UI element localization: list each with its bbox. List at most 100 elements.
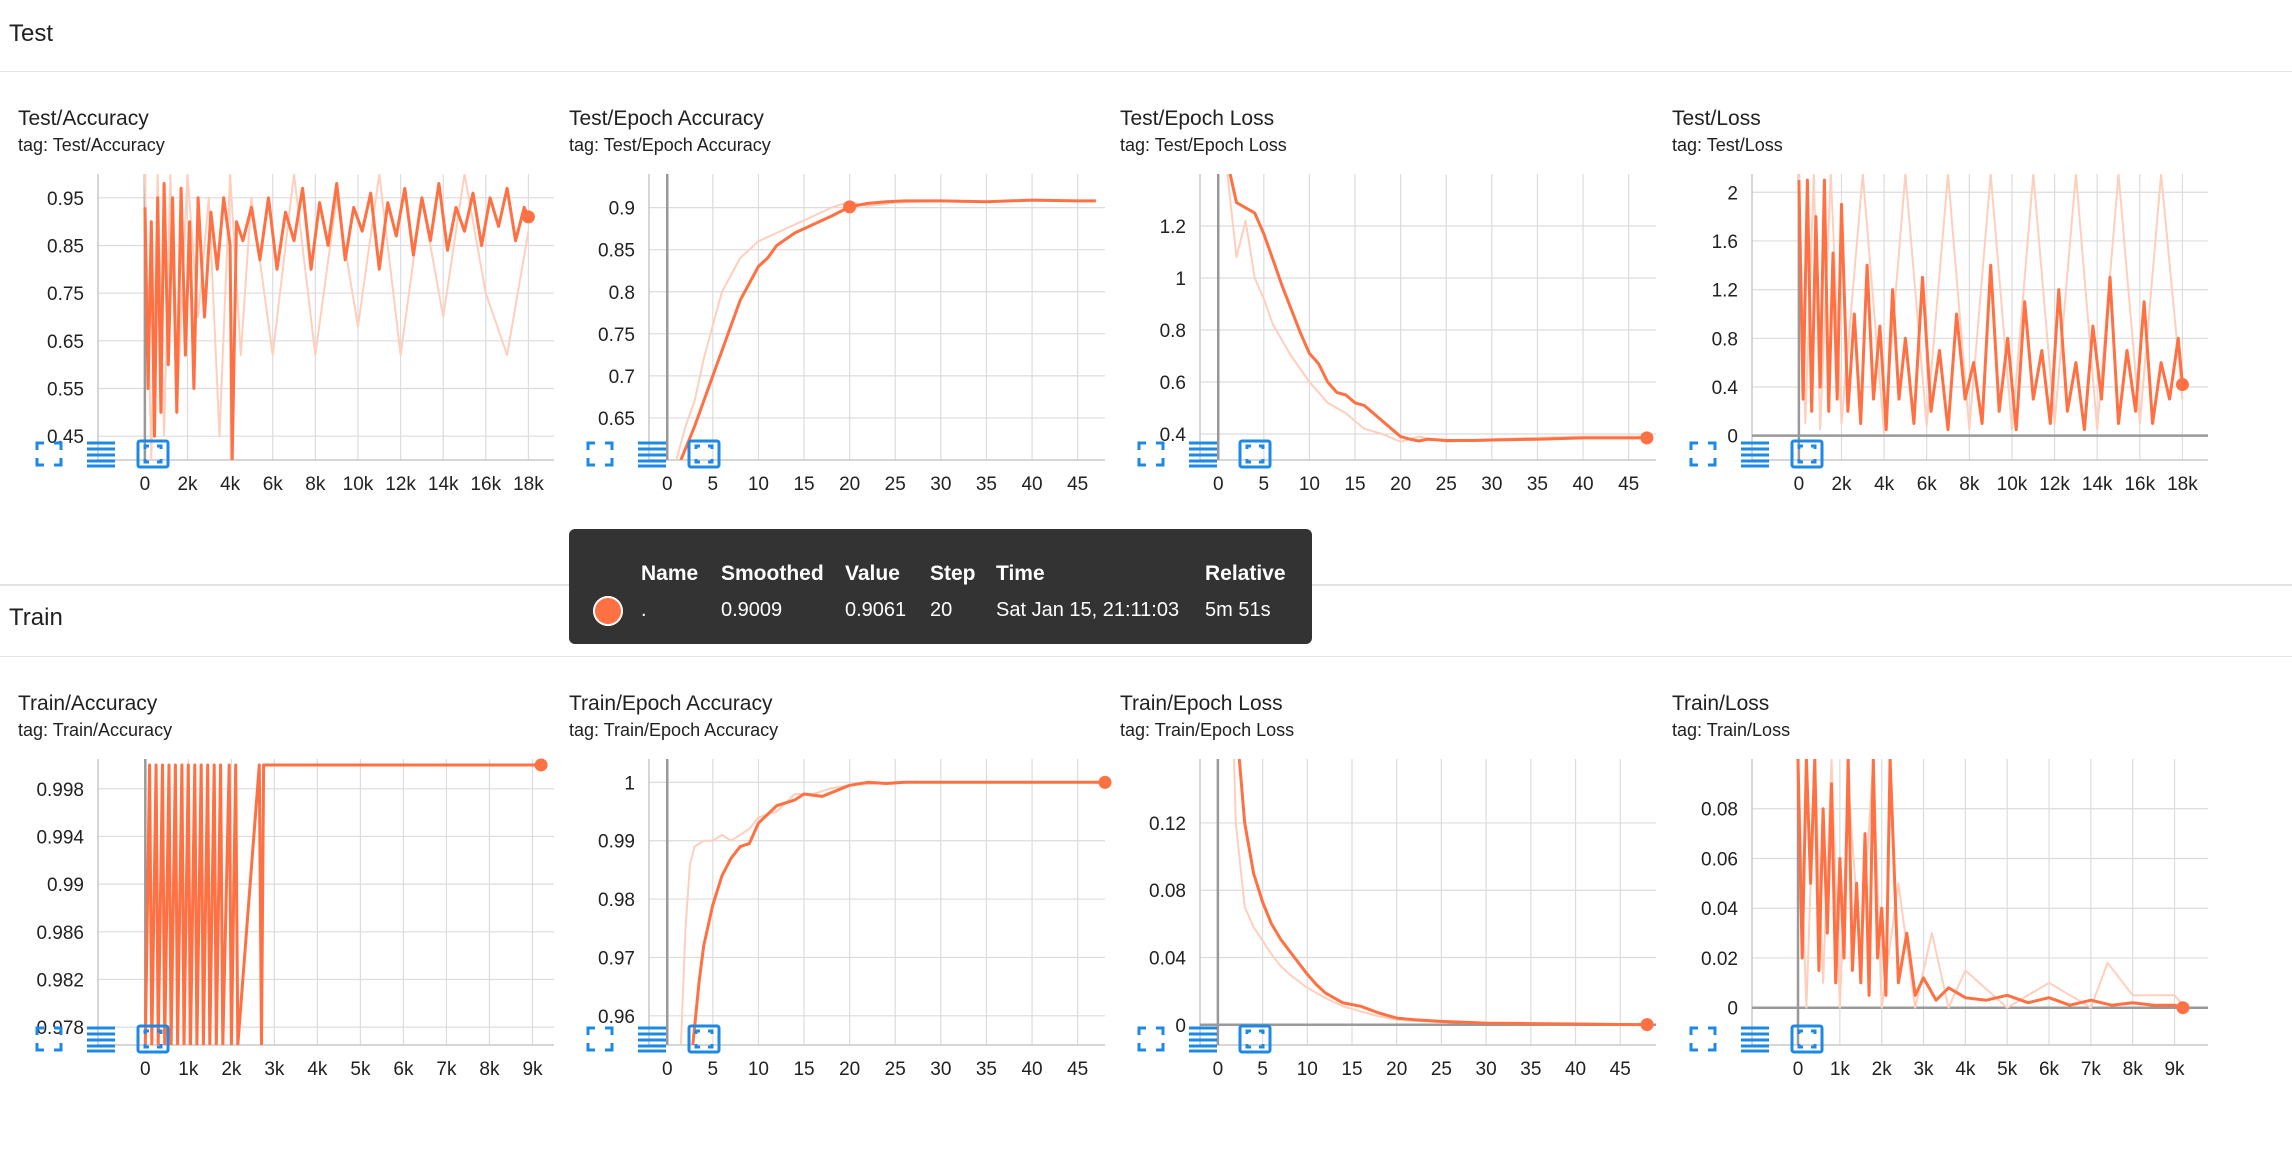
x-tick-label: 45 — [1067, 474, 1088, 495]
chart-tag: tag: Train/Epoch Accuracy — [569, 720, 779, 740]
x-tick-label: 6k — [1917, 474, 1938, 495]
x-tick-label: 5k — [1997, 1059, 2018, 1080]
fullscreen-icon[interactable] — [1686, 438, 1720, 470]
fullscreen-icon[interactable] — [1686, 1023, 1720, 1055]
fit-domain-icon[interactable] — [1790, 438, 1824, 470]
chart-card: Train/Loss tag: Train/Loss 0 1k 2k 3k 4k 5k 6k 7k… — [1672, 692, 2232, 1162]
x-tick-label: 35 — [976, 474, 997, 495]
fit-domain-icon[interactable] — [1790, 1023, 1824, 1055]
series-line-raw — [1797, 174, 2184, 435]
x-tick-label: 30 — [930, 1059, 951, 1080]
chart-tag: tag: Test/Loss — [1672, 135, 1783, 155]
x-tick-label: 4k — [307, 1059, 328, 1080]
chart-title: Train/Epoch Loss — [1120, 692, 1283, 715]
fullscreen-icon[interactable] — [1134, 1023, 1168, 1055]
x-tick-label: 0 — [1794, 474, 1805, 495]
toggle-y-axis-log-icon[interactable] — [84, 1023, 118, 1055]
grid — [1200, 759, 1656, 1045]
chart-tag: tag: Train/Loss — [1672, 720, 1791, 740]
series-line-smoothed — [143, 182, 530, 460]
x-tick-label: 10 — [748, 474, 769, 495]
tooltip-header-step: Step — [930, 562, 976, 585]
section-header-test[interactable]: Test — [0, 0, 2292, 72]
y-tick-label: 0.986 — [36, 923, 84, 944]
series-line-smoothed — [679, 198, 1096, 460]
x-tick-label: 0 — [140, 1059, 151, 1080]
fit-domain-icon[interactable] — [136, 1023, 170, 1055]
x-tick-label: 45 — [1610, 1059, 1631, 1080]
tooltip-time: Sat Jan 15, 21:11:03 — [996, 599, 1180, 621]
x-tick-label: 40 — [1572, 474, 1593, 495]
line-chart[interactable]: 0 2k 4k 6k 8k 10k 12k 14k 16k 18k0.450.550.650.75… — [18, 107, 578, 507]
fit-domain-icon[interactable] — [687, 1023, 721, 1055]
y-tick-label: 0.95 — [47, 189, 84, 210]
fit-domain-icon[interactable] — [1238, 438, 1272, 470]
x-tick-label: 20 — [839, 1059, 860, 1080]
chart-tag: tag: Test/Epoch Accuracy — [569, 135, 771, 155]
series-line-raw — [143, 174, 530, 460]
fit-domain-icon[interactable] — [136, 438, 170, 470]
y-tick-label: 0.99 — [598, 832, 635, 853]
y-tick-label: 0.7 — [609, 367, 635, 388]
fullscreen-icon[interactable] — [32, 438, 66, 470]
chart-tag: tag: Train/Epoch Loss — [1120, 720, 1295, 740]
y-tick-label: 0.99 — [47, 875, 84, 896]
line-chart[interactable]: 0 1k 2k 3k 4k 5k 6k 7k 8k 9k 0 0.02 0.04 0.06 0.08 — [1672, 692, 2232, 1092]
y-tick-label: 0.8 — [609, 283, 635, 304]
series-line-smoothed — [1228, 174, 1647, 443]
series-line-smoothed — [143, 763, 542, 1045]
fullscreen-icon[interactable] — [583, 1023, 617, 1055]
fit-domain-icon[interactable] — [1238, 1023, 1272, 1055]
fullscreen-icon[interactable] — [1134, 438, 1168, 470]
x-tick-label: 10k — [343, 474, 374, 495]
y-tick-label: 0.8 — [1160, 321, 1186, 342]
toggle-y-axis-log-icon[interactable] — [84, 438, 118, 470]
x-tick-label: 45 — [1067, 1059, 1088, 1080]
x-tick-label: 12k — [2039, 474, 2070, 495]
x-tick-label: 18k — [2167, 474, 2198, 495]
x-tick-label: 16k — [470, 474, 501, 495]
x-tick-label: 5 — [708, 1059, 719, 1080]
y-tick-label: 0.02 — [1701, 949, 1738, 970]
line-chart[interactable]: 0 1k 2k 3k 4k 5k 6k 7k 8k 9k0.9780.9820.9860.990.… — [18, 692, 578, 1092]
fullscreen-icon[interactable] — [32, 1023, 66, 1055]
chart-title: Test/Epoch Accuracy — [569, 107, 764, 130]
y-tick-label: 0.85 — [47, 237, 84, 258]
x-tick-label: 12k — [385, 474, 416, 495]
x-tick-label: 8k — [305, 474, 326, 495]
toggle-y-axis-log-icon[interactable] — [1186, 1023, 1220, 1055]
toggle-y-axis-log-icon[interactable] — [1738, 438, 1772, 470]
line-chart[interactable]: 0 5 10 15 20 25 30 35 40 45 0.4 0.6 0.8 1 1.2 — [1120, 107, 1680, 507]
fit-domain-icon[interactable] — [687, 438, 721, 470]
toggle-y-axis-log-icon[interactable] — [1738, 1023, 1772, 1055]
y-tick-label: 1.2 — [1712, 281, 1738, 302]
x-tick-label: 3k — [264, 1059, 285, 1080]
x-tick-label: 40 — [1565, 1059, 1586, 1080]
tooltip-value: 0.9061 — [845, 599, 907, 621]
line-chart[interactable]: 0 2k 4k 6k 8k 10k 12k 14k 16k 18k 0 0.4 0.8 1.2 1.6 2 — [1672, 107, 2232, 507]
chart-card: Test/Accuracy tag: Test/Accuracy 0 2k 4k 6k 8k… — [18, 107, 578, 577]
x-tick-label: 0 — [140, 474, 151, 495]
y-tick-label: 1 — [624, 773, 635, 794]
y-tick-label: 0.97 — [598, 948, 635, 969]
y-tick-label: 0.65 — [47, 332, 84, 353]
toggle-y-axis-log-icon[interactable] — [635, 438, 669, 470]
y-tick-label: 0 — [1175, 1016, 1186, 1037]
fullscreen-icon[interactable] — [583, 438, 617, 470]
x-tick-label: 25 — [885, 1059, 906, 1080]
chart-tag: tag: Test/Accuracy — [18, 135, 165, 155]
last-point — [2175, 378, 2189, 392]
x-tick-label: 6k — [393, 1059, 414, 1080]
line-chart[interactable]: 0 5 10 15 20 25 30 35 40 45 0.65 0.7 0.75 0.8 0.85 0.9 — [569, 107, 1129, 507]
line-chart[interactable]: 0 5 10 15 20 25 30 35 40 45 0.96 0.97 0.98 0.99 1 — [569, 692, 1129, 1092]
y-tick-label: 0.65 — [598, 409, 635, 430]
chart-card: Test/Epoch Accuracy tag: Test/Epoch Accur… — [569, 107, 1129, 577]
toggle-y-axis-log-icon[interactable] — [635, 1023, 669, 1055]
highlight-point — [2176, 1001, 2190, 1015]
last-point — [521, 210, 535, 224]
toggle-y-axis-log-icon[interactable] — [1186, 438, 1220, 470]
y-tick-label: 0.55 — [47, 380, 84, 401]
x-tick-label: 35 — [1520, 1059, 1541, 1080]
y-tick-label: 0.75 — [598, 325, 635, 346]
line-chart[interactable]: 0 5 10 15 20 25 30 35 40 45 0 0.04 0.08 0.12 — [1120, 692, 1680, 1092]
